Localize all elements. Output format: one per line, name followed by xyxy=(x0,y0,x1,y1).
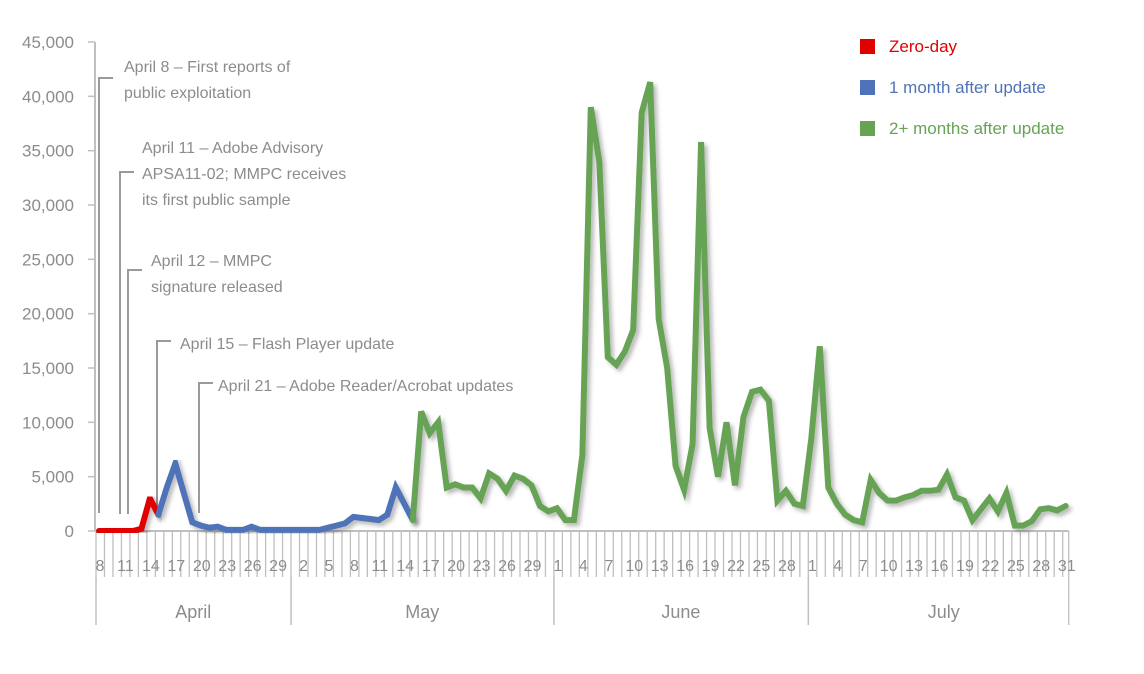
x-tick-label: 1 xyxy=(553,558,562,575)
annotation-text: APSA11-02; MMPC receives xyxy=(142,166,346,183)
x-tick-label: 26 xyxy=(244,558,262,575)
x-tick-label: 19 xyxy=(702,558,720,575)
x-tick-label: 4 xyxy=(833,558,842,575)
event-annotation: April 8 – First reports of public exploit… xyxy=(98,59,291,513)
y-tick-label: 5,000 xyxy=(31,468,74,487)
legend-label: Zero-day xyxy=(889,36,958,56)
x-tick-label: 29 xyxy=(269,558,287,575)
x-tick-label: 14 xyxy=(142,558,160,575)
y-tick-label: 40,000 xyxy=(22,87,74,106)
x-tick-label: 10 xyxy=(625,558,643,575)
x-tick-label: 28 xyxy=(778,558,796,575)
x-tick-label: 10 xyxy=(880,558,898,575)
annotation-text: April 12 – MMPC xyxy=(151,253,272,270)
annotation-text: April 11 – Adobe Advisory xyxy=(142,140,323,157)
series-line xyxy=(409,81,1069,529)
y-tick-label: 10,000 xyxy=(22,413,74,432)
x-tick-label: 8 xyxy=(350,558,359,575)
legend-item-2-months: 2+ months after update xyxy=(860,118,1064,139)
event-annotation: April 12 – MMPC signature released xyxy=(127,253,283,514)
x-tick-label: 22 xyxy=(727,558,745,575)
annotation-text: April 21 – Adobe Reader/Acrobat updates xyxy=(218,378,513,395)
y-axis: 0 5,000 10,000 15,000 20,000 25,000 30,000 35,0… xyxy=(22,33,96,541)
event-annotation: April 11 – Adobe Advisory APSA11-02; MMPC… xyxy=(119,140,346,514)
x-tick-label: 7 xyxy=(604,558,613,575)
x-tick-label: 19 xyxy=(956,558,974,575)
y-tick-label: 0 xyxy=(65,522,74,541)
x-tick-label: 20 xyxy=(193,558,211,575)
y-tick-label: 35,000 xyxy=(22,142,74,161)
y-tick-label: 30,000 xyxy=(22,196,74,215)
series-lines xyxy=(96,81,1069,534)
x-tick-label: 13 xyxy=(651,558,669,575)
month-label: May xyxy=(405,602,439,622)
x-tick-label: 1 xyxy=(808,558,817,575)
x-tick-label: 25 xyxy=(1007,558,1025,575)
annotation-text: its first public sample xyxy=(142,192,291,209)
month-label: July xyxy=(928,602,960,622)
x-tick-label: 17 xyxy=(422,558,440,575)
month-label: June xyxy=(661,602,700,622)
x-tick-label: 25 xyxy=(753,558,771,575)
legend-swatch-icon xyxy=(860,121,875,136)
annotation-text: April 15 – Flash Player update xyxy=(180,336,394,353)
month-label: April xyxy=(175,602,211,622)
x-tick-label: 11 xyxy=(372,558,389,575)
x-tick-label: 29 xyxy=(524,558,542,575)
x-tick-label: 16 xyxy=(676,558,694,575)
legend-swatch-icon xyxy=(860,39,875,54)
x-tick-label: 20 xyxy=(447,558,465,575)
x-tick-label: 13 xyxy=(905,558,923,575)
x-axis: 8 11 14 17 20 23 26 29 2 5 8 11 14 17 20 23 26 29 1 4 7 10 13 1… xyxy=(95,530,1076,625)
x-tick-label: 23 xyxy=(218,558,236,575)
x-tick-label: 7 xyxy=(859,558,868,575)
x-tick-label: 31 xyxy=(1058,558,1076,575)
legend-item-1-month: 1 month after update xyxy=(860,77,1064,98)
y-tick-label: 20,000 xyxy=(22,305,74,324)
legend-item-zero-day: Zero-day xyxy=(860,36,1064,57)
annotation-text: April 8 – First reports of xyxy=(124,59,291,76)
x-tick-label: 26 xyxy=(498,558,516,575)
legend-swatch-icon xyxy=(860,80,875,95)
annotation-text: public exploitation xyxy=(124,85,251,102)
x-tick-label: 14 xyxy=(396,558,414,575)
series-line xyxy=(96,490,162,534)
x-tick-label: 22 xyxy=(982,558,1000,575)
x-tick-label: 16 xyxy=(931,558,949,575)
x-tick-label: 23 xyxy=(473,558,491,575)
series-line xyxy=(155,453,416,533)
x-tick-label: 5 xyxy=(325,558,334,575)
legend-label: 1 month after update xyxy=(889,77,1046,97)
legend: Zero-day 1 month after update 2+ months … xyxy=(860,36,1064,159)
legend-label: 2+ months after update xyxy=(889,118,1065,138)
x-tick-label: 17 xyxy=(167,558,185,575)
x-tick-label: 8 xyxy=(96,558,105,575)
annotations: April 8 – First reports of public exploit… xyxy=(98,59,513,514)
event-annotation: April 21 – Adobe Reader/Acrobat updates xyxy=(198,378,513,513)
annotation-text: signature released xyxy=(151,279,283,296)
event-annotation: April 15 – Flash Player update xyxy=(156,336,394,511)
x-tick-label: 28 xyxy=(1032,558,1050,575)
x-tick-label: 11 xyxy=(117,558,134,575)
y-tick-label: 45,000 xyxy=(22,33,74,52)
x-tick-label: 2 xyxy=(299,558,308,575)
y-tick-label: 25,000 xyxy=(22,250,74,269)
y-tick-label: 15,000 xyxy=(22,359,74,378)
x-tick-label: 4 xyxy=(579,558,588,575)
